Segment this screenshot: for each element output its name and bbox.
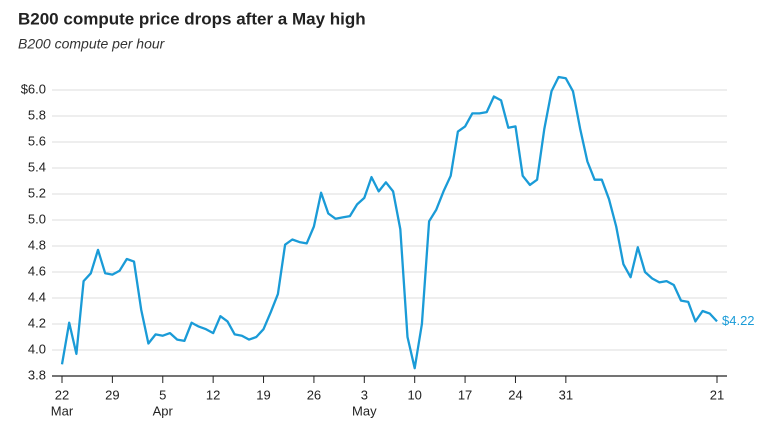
- x-tick-label: 19: [256, 387, 270, 402]
- y-tick-label: 5.2: [28, 185, 46, 200]
- y-tick-label: 5.0: [28, 211, 46, 226]
- chart-subtitle: B200 compute per hour: [18, 36, 166, 52]
- y-tick-label: 4.2: [28, 315, 46, 330]
- x-tick-label: 5: [159, 387, 166, 402]
- y-tick-label: 3.8: [28, 367, 46, 382]
- y-tick-label: 5.8: [28, 107, 46, 122]
- y-tick-label: 4.8: [28, 237, 46, 252]
- end-label: $4.22: [722, 313, 755, 328]
- chart-title: B200 compute price drops after a May hig…: [18, 9, 366, 28]
- y-tick-label: 4.0: [28, 341, 46, 356]
- x-tick-label: 26: [307, 387, 321, 402]
- x-tick-label: 21: [710, 387, 724, 402]
- x-tick-label: 29: [105, 387, 119, 402]
- x-tick-label: 12: [206, 387, 220, 402]
- y-tick-label: 4.4: [28, 289, 46, 304]
- x-month-label: Mar: [51, 403, 74, 418]
- x-tick-label: 31: [559, 387, 573, 402]
- y-tick-label: 4.6: [28, 263, 46, 278]
- x-tick-label: 10: [407, 387, 421, 402]
- x-tick-label: 24: [508, 387, 522, 402]
- y-tick-label: 5.6: [28, 133, 46, 148]
- x-month-label: Apr: [153, 403, 174, 418]
- line: [60, 75, 718, 370]
- x-month-label: May: [352, 403, 377, 418]
- x-tick-label: 22: [55, 387, 69, 402]
- y-tick-label: $6.0: [21, 81, 46, 96]
- y-tick-label: 5.4: [28, 159, 46, 174]
- x-tick-label: 17: [458, 387, 472, 402]
- x-tick-label: 3: [361, 387, 368, 402]
